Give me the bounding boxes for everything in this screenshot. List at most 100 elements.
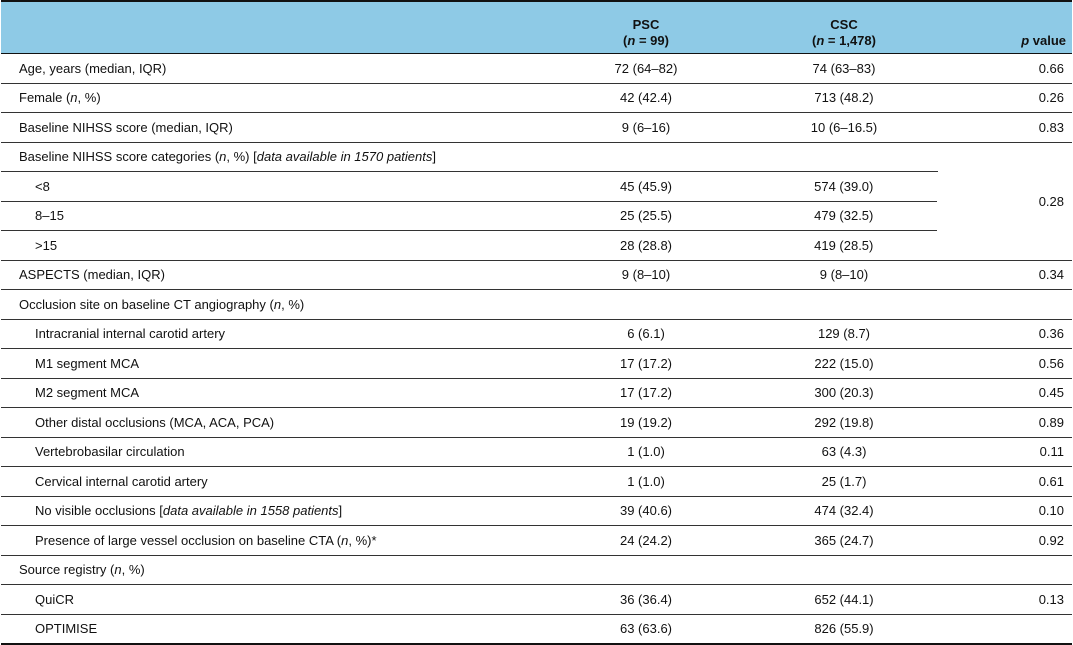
text-segment: Cervical internal carotid artery	[35, 473, 208, 489]
psc-cell: 1 (1.0)	[541, 466, 751, 497]
csc-cell: 652 (44.1)	[751, 584, 937, 615]
text-segment: QuiCR	[35, 591, 75, 607]
italic-segment: data available in 1570 patients	[256, 149, 433, 165]
psc-cell: 25 (25.5)	[541, 201, 751, 231]
p-cell	[937, 614, 1072, 645]
psc-cell: 17 (17.2)	[541, 348, 751, 379]
table-row: OPTIMISE 63 (63.6) 826 (55.9)	[1, 614, 1072, 645]
psc-cell: 42 (42.4)	[541, 83, 751, 113]
text-segment: , %)*	[348, 532, 377, 548]
psc-value: 63 (63.6)	[619, 621, 673, 637]
p-value: 0.56	[1038, 355, 1064, 371]
table-row: ASPECTS (median, IQR) 9 (8–10) 9 (8–10) 0.3…	[1, 260, 1072, 290]
row-label: M2 segment MCA	[1, 378, 541, 408]
csc-cell: 25 (1.7)	[751, 466, 937, 497]
table-row: Baseline NIHSS score (median, IQR) 9 (6–1…	[1, 112, 1072, 143]
header-p: p value	[937, 0, 1072, 54]
header-csc: CSC (n = 1,478)	[751, 0, 937, 54]
psc-value: 6 (6.1)	[627, 326, 665, 342]
table-row: Other distal occlusions (MCA, ACA, PCA) 1…	[1, 407, 1072, 438]
row-label: Female (n, %)	[1, 83, 541, 113]
header-psc: PSC (n = 99)	[541, 0, 751, 54]
csc-value: 574 (39.0)	[814, 178, 874, 194]
row-label: Baseline NIHSS score categories (n, %) […	[1, 142, 541, 172]
table-row: QuiCR 36 (36.4) 652 (44.1) 0.13	[1, 584, 1072, 615]
text-segment: (	[623, 33, 628, 48]
psc-cell: 9 (6–16)	[541, 112, 751, 143]
table-row: Female (n, %) 42 (42.4) 713 (48.2) 0.26	[1, 83, 1072, 113]
table-row: Presence of large vessel occlusion on ba…	[1, 525, 1072, 556]
csc-cell: 713 (48.2)	[751, 83, 937, 113]
p-value: 0.83	[1038, 119, 1064, 135]
table-row: Source registry (n, %)	[1, 555, 1072, 585]
csc-cell: 365 (24.7)	[751, 525, 937, 556]
psc-cell	[541, 555, 751, 585]
csc-value: 222 (15.0)	[814, 355, 874, 371]
p-value: 0.10	[1038, 503, 1064, 519]
psc-value: 17 (17.2)	[619, 355, 673, 371]
table-row: Age, years (median, IQR) 72 (64–82) 74 (63…	[1, 53, 1072, 84]
row-label: Intracranial internal carotid artery	[1, 319, 541, 349]
psc-cell: 6 (6.1)	[541, 319, 751, 349]
italic-segment: n	[341, 532, 349, 548]
text-segment: Baseline NIHSS score (median, IQR)	[19, 119, 233, 135]
text-segment: Age, years (median, IQR)	[19, 60, 167, 76]
italic-segment: n	[219, 149, 227, 165]
csc-cell: 74 (63–83)	[751, 53, 937, 84]
p-cell: 0.28	[936, 142, 1072, 261]
header-row: PSC (n = 99) CSC (n = 1,478) p value	[1, 0, 1072, 54]
p-cell	[937, 289, 1072, 320]
csc-cell	[751, 289, 937, 320]
csc-value: 479 (32.5)	[814, 208, 874, 224]
text-segment: ]	[338, 503, 343, 519]
italic-segment: n	[70, 90, 78, 106]
text-segment: ]	[432, 149, 436, 165]
csc-value: 25 (1.7)	[821, 473, 867, 489]
row-label: Source registry (n, %)	[1, 555, 541, 585]
p-cell: 0.56	[937, 348, 1072, 379]
psc-value: 17 (17.2)	[619, 385, 673, 401]
csc-cell: 479 (32.5)	[751, 201, 937, 231]
csc-cell: 419 (28.5)	[751, 230, 937, 261]
table-row: >15 28 (28.8) 419 (28.5)	[1, 230, 1072, 261]
p-cell: 0.34	[937, 260, 1072, 290]
table-header: PSC (n = 99) CSC (n = 1,478) p value	[1, 0, 1072, 54]
csc-value: 365 (24.7)	[814, 532, 874, 548]
p-cell: 0.89	[937, 407, 1072, 438]
p-value: 0.45	[1038, 385, 1064, 401]
header-title: PSC	[632, 17, 660, 32]
psc-value: 36 (36.4)	[619, 591, 673, 607]
psc-value: 19 (19.2)	[619, 414, 673, 430]
p-cell: 0.13	[937, 584, 1072, 615]
psc-cell: 63 (63.6)	[541, 614, 751, 645]
italic-segment: n	[816, 33, 825, 48]
psc-cell: 17 (17.2)	[541, 378, 751, 408]
row-label: OPTIMISE	[1, 614, 541, 645]
psc-cell: 28 (28.8)	[541, 230, 751, 261]
text-segment: <8	[35, 178, 50, 194]
csc-value: 74 (63–83)	[812, 60, 876, 76]
csc-value: 826 (55.9)	[814, 621, 874, 637]
text-segment: , %)	[121, 562, 145, 578]
table-row: No visible occlusions [data available in…	[1, 496, 1072, 526]
psc-cell: 36 (36.4)	[541, 584, 751, 615]
text-segment: = 1,478)	[824, 33, 876, 48]
text-segment: Source registry (	[19, 562, 115, 578]
p-cell: 0.36	[937, 319, 1072, 349]
p-value: 0.89	[1038, 414, 1064, 430]
text-segment: , %)	[281, 296, 305, 312]
psc-value: 45 (45.9)	[619, 178, 673, 194]
psc-cell: 9 (8–10)	[541, 260, 751, 290]
p-cell: 0.92	[937, 525, 1072, 556]
text-segment: OPTIMISE	[35, 621, 98, 637]
psc-value: 25 (25.5)	[619, 208, 673, 224]
psc-value: 72 (64–82)	[614, 60, 678, 76]
row-label: <8	[1, 171, 541, 202]
p-cell: 0.66	[937, 53, 1072, 84]
psc-value: 9 (6–16)	[621, 119, 671, 135]
row-label: Presence of large vessel occlusion on ba…	[1, 525, 541, 556]
csc-value: 10 (6–16.5)	[810, 119, 878, 135]
text-segment: Other distal occlusions (MCA, ACA, PCA)	[35, 414, 275, 430]
table-row: Baseline NIHSS score categories (n, %) […	[1, 142, 1072, 261]
row-label: Cervical internal carotid artery	[1, 466, 541, 497]
